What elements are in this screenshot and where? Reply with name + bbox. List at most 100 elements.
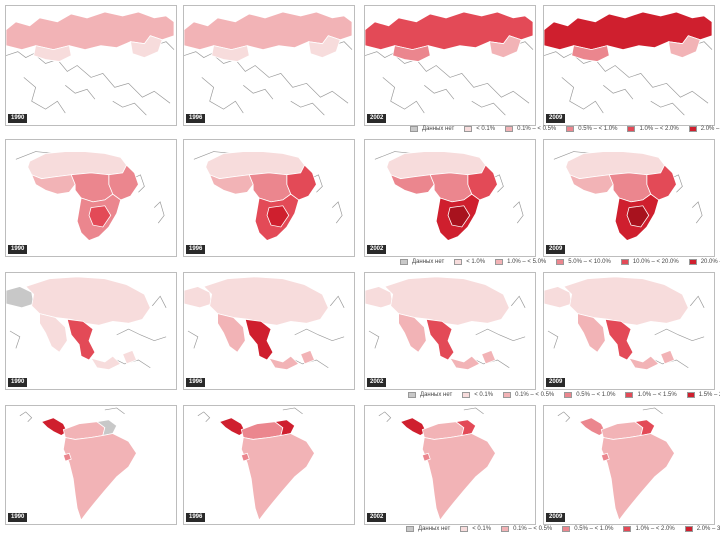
region-islands	[62, 452, 72, 462]
coastline-2	[692, 201, 703, 224]
legend-item: 1.0% – < 2.0%	[627, 126, 679, 132]
region-mainland	[604, 318, 634, 361]
region-india	[398, 313, 427, 353]
year-label: 1996	[186, 114, 206, 123]
legend-label: < 0.1%	[476, 126, 496, 132]
legend-africa: Данных нет < 1.0% 1.0% – < 5.0% 5.0% – < 10…	[400, 259, 720, 265]
legend-label: 0.5% – < 1.0%	[576, 392, 616, 398]
coastline-1	[132, 174, 145, 193]
year-label: 1996	[186, 378, 206, 387]
coastline-2	[561, 77, 604, 114]
coastline-2	[23, 77, 66, 114]
region-mainland	[66, 318, 96, 361]
map-svg-asia	[184, 276, 345, 371]
legend-item: 1.5% – 2.5%	[686, 392, 720, 398]
legend-label: < 0.1%	[474, 392, 494, 398]
map-panel-eurasia-2009: 2009	[543, 5, 715, 126]
legend-label: < 1.0%	[466, 259, 486, 265]
legend-swatch	[505, 126, 514, 132]
coastline-2	[104, 407, 125, 415]
legend-label: 0.1% – < 0.5%	[517, 126, 557, 132]
legend-label: 10.0% – < 20.0%	[632, 259, 679, 265]
coastline-3	[330, 295, 345, 308]
map-panel-samerica-2009: 2009	[543, 405, 715, 525]
legend-item: 5.0% – < 10.0%	[556, 259, 611, 265]
legend-swatch	[566, 126, 575, 132]
region-west	[30, 174, 76, 195]
region-islands	[240, 452, 250, 462]
region-china	[563, 276, 689, 326]
map-svg-eurasia	[544, 11, 713, 116]
region-islands	[268, 355, 300, 371]
legend-label: < 0.1%	[472, 526, 492, 532]
region-central	[40, 417, 68, 436]
coastline-1	[310, 174, 323, 193]
region-india	[577, 313, 606, 353]
coastline-2	[332, 201, 343, 224]
coastline-4	[187, 330, 199, 349]
legend-swatch	[556, 259, 565, 265]
legend-item: < 0.1%	[464, 126, 495, 132]
legend-item: < 0.1%	[462, 392, 493, 398]
legend-item: 0.1% – < 0.5%	[501, 526, 552, 532]
legend-item: 0.5% – < 1.0%	[566, 126, 617, 132]
map-panel-asia-2002: 2002	[364, 272, 536, 390]
year-label: 2009	[546, 114, 566, 123]
legend-item: < 0.1%	[460, 526, 491, 532]
region-south	[421, 433, 496, 521]
year-label: 2009	[546, 245, 566, 254]
legend-label: 1.0% – < 2.0%	[635, 526, 675, 532]
legend-swatch	[462, 392, 471, 398]
region-south	[240, 433, 315, 521]
coastline-1	[557, 411, 571, 422]
legend-label: 1.5% – 2.5%	[698, 392, 720, 398]
region-islands	[122, 349, 137, 365]
legend-label: 0.5% – < 1.0%	[578, 126, 618, 132]
coastline-2	[154, 201, 165, 224]
coastline-2	[463, 407, 484, 415]
region-south	[62, 433, 137, 521]
region-india	[39, 313, 68, 353]
region-islands	[660, 349, 675, 365]
coastline-3	[290, 100, 325, 116]
map-panel-africa-1990: 1990	[5, 139, 177, 257]
map-panel-samerica-1990: 1990	[5, 405, 177, 525]
legend-label: 5.0% – < 10.0%	[568, 259, 611, 265]
legend-swatch	[688, 259, 697, 265]
year-label: 1990	[8, 378, 28, 387]
coastline-4	[368, 330, 380, 349]
coastline-4	[547, 330, 559, 349]
region-southcore	[266, 205, 290, 228]
legend-swatch	[623, 526, 632, 532]
legend-item: 2.0% – 3.0%	[684, 526, 720, 532]
coastline-5	[603, 85, 634, 100]
coastline-1	[19, 411, 33, 422]
region-east	[668, 35, 701, 58]
region-west	[208, 174, 254, 195]
legend-item: < 1.0%	[454, 259, 485, 265]
region-east	[308, 35, 341, 58]
map-panel-eurasia-1990: 1990	[5, 5, 177, 126]
coastline-1	[654, 328, 705, 342]
map-svg-asia	[6, 276, 167, 371]
coastline-1	[491, 174, 504, 193]
map-svg-eurasia	[365, 11, 534, 116]
coastline-3	[511, 295, 526, 308]
region-central	[248, 172, 292, 203]
legend-swatch	[564, 392, 573, 398]
legend-swatch	[400, 259, 408, 265]
coastline-1	[670, 174, 683, 193]
coastline-1	[475, 328, 526, 342]
legend-swatch	[454, 259, 463, 265]
legend-swatch	[503, 392, 512, 398]
map-svg-samerica	[19, 407, 137, 521]
map-panel-eurasia-1996: 1996	[183, 5, 355, 126]
legend-label: Данных нет	[422, 126, 455, 132]
legend-item: 1.0% – < 1.5%	[625, 392, 677, 398]
legend-label: 2.0% – 3.0%	[696, 526, 720, 532]
coastline-1	[544, 51, 709, 104]
legend-swatch	[408, 392, 416, 398]
map-svg-africa	[553, 151, 703, 241]
coastline-1	[6, 51, 171, 104]
map-panel-africa-2002: 2002	[364, 139, 536, 257]
